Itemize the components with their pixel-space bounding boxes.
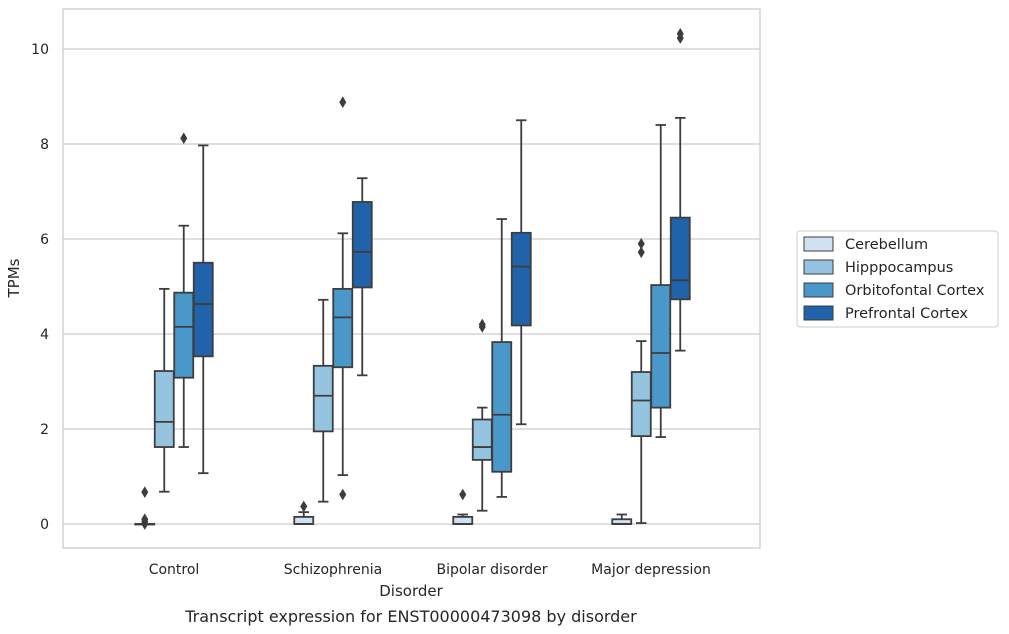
box-body [632, 372, 651, 436]
outlier-point [460, 489, 466, 500]
y-axis-label: TPMs [5, 258, 23, 298]
legend: Cerebellum Hipppocampus Orbitofontal Corte… [797, 231, 998, 327]
legend-swatch [804, 283, 833, 297]
box-body [512, 233, 531, 326]
legend-label: Prefrontal Cortex [845, 306, 968, 322]
box-body [492, 342, 511, 472]
box-body [333, 289, 352, 367]
box-prefrontal-cortex [512, 120, 531, 424]
legend-label: Cerebellum [845, 237, 928, 253]
box-cerebellum [294, 501, 313, 524]
box-hipppocampus [632, 239, 651, 524]
box-orbitofontal-cortex [333, 97, 352, 500]
box-body [174, 293, 193, 378]
y-tick-label: 4 [40, 327, 49, 343]
outlier-point [142, 487, 148, 498]
box-orbitofontal-cortex [492, 219, 511, 497]
outlier-point [181, 133, 187, 144]
box-hipppocampus [314, 300, 333, 502]
y-tick-label: 6 [40, 232, 49, 248]
x-tick-label: Schizophrenia [284, 562, 382, 578]
outlier-point [340, 489, 346, 500]
box-body [453, 517, 472, 524]
box-hipppocampus [473, 319, 492, 510]
legend-label: Hipppocampus [845, 260, 953, 276]
x-tick-label: Major depression [591, 562, 711, 578]
box-plot-chart: 0 2 4 6 8 10 Control Schizophrenia Bipolar diso… [0, 0, 1009, 634]
x-tick-label: Control [149, 562, 200, 578]
legend-label: Orbitofontal Cortex [845, 283, 985, 299]
box-orbitofontal-cortex [651, 125, 670, 437]
y-tick-label: 8 [40, 137, 49, 153]
outlier-point [638, 239, 644, 250]
legend-swatch [804, 260, 833, 274]
box-orbitofontal-cortex [174, 133, 193, 447]
box-body [671, 218, 690, 300]
y-axis-ticks: 0 2 4 6 8 10 [31, 42, 49, 533]
box-prefrontal-cortex [671, 29, 690, 351]
chart-caption: Transcript expression for ENST0000047309… [184, 607, 637, 626]
box-cerebellum [453, 489, 472, 524]
box-prefrontal-cortex [194, 145, 213, 473]
legend-swatch [804, 306, 833, 320]
box-prefrontal-cortex [353, 178, 372, 375]
box-body [353, 202, 372, 288]
x-axis-ticks: Control Schizophrenia Bipolar disorder Majo… [149, 562, 711, 578]
box-body [294, 517, 313, 524]
y-tick-label: 2 [40, 422, 49, 438]
box-body [314, 366, 333, 432]
plot-frame [63, 9, 760, 548]
outlier-point [340, 97, 346, 108]
box-body [155, 371, 174, 447]
x-tick-label: Bipolar disorder [436, 562, 547, 578]
box-hipppocampus [155, 289, 174, 492]
box-cerebellum [135, 487, 154, 529]
box-body [473, 420, 492, 460]
box-body [194, 263, 213, 357]
outlier-point [301, 501, 307, 512]
plot-area [135, 29, 690, 530]
x-axis-label: Disorder [379, 582, 443, 600]
y-tick-label: 0 [40, 517, 49, 533]
legend-swatch [804, 237, 833, 251]
y-tick-label: 10 [31, 42, 49, 58]
box-cerebellum [612, 515, 631, 525]
box-body [651, 285, 670, 408]
